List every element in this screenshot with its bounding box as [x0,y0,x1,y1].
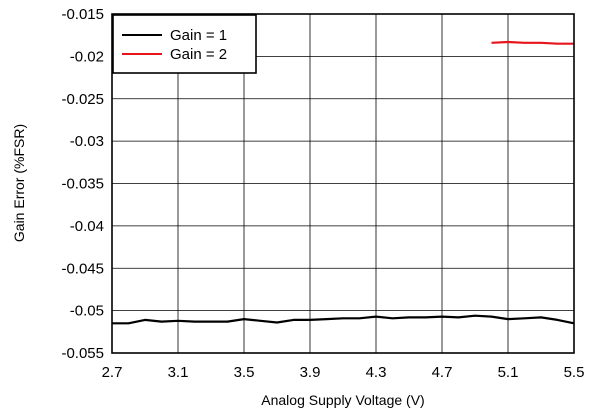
series-line-1 [112,314,575,325]
y-tick-label: -0.015 [61,6,104,23]
legend-label-gain-1: Gain = 1 [170,27,227,44]
y-tick-label: -0.035 [61,176,104,193]
y-tick-label: -0.025 [61,91,104,108]
y-tick-label: -0.04 [70,218,104,235]
x-tick-label: 3.9 [300,364,321,381]
x-tick-label: 5.1 [498,364,519,381]
y-tick-label: -0.02 [70,48,104,65]
y-tick-labels: -0.015 -0.02 -0.025 -0.03 -0.035 -0.04 -0.045 -… [61,6,104,362]
legend-box [112,14,257,74]
legend: Gain = 1 Gain = 2 [112,14,257,74]
y-tick-label: -0.03 [70,133,104,150]
plot-frame [111,13,575,354]
series-line-2 [491,40,574,45]
x-tick-label: 3.5 [234,364,255,381]
legend-label-gain-2: Gain = 2 [170,46,227,63]
x-tick-label: 4.7 [432,364,453,381]
x-tick-labels: 2.7 3.1 3.5 3.9 4.3 4.7 5.1 5.5 [102,364,585,381]
y-tick-label: -0.055 [61,345,104,362]
y-axis-title: Gain Error (%FSR) [11,124,27,242]
y-tick-label: -0.05 [70,303,104,320]
x-tick-label: 3.1 [168,364,189,381]
series-layer [112,40,575,325]
x-axis-title: Analog Supply Voltage (V) [261,392,424,408]
x-tick-label: 4.3 [366,364,387,381]
x-tick-label: 2.7 [102,364,123,381]
y-tick-label: -0.045 [61,260,104,277]
x-tick-label: 5.5 [564,364,585,381]
